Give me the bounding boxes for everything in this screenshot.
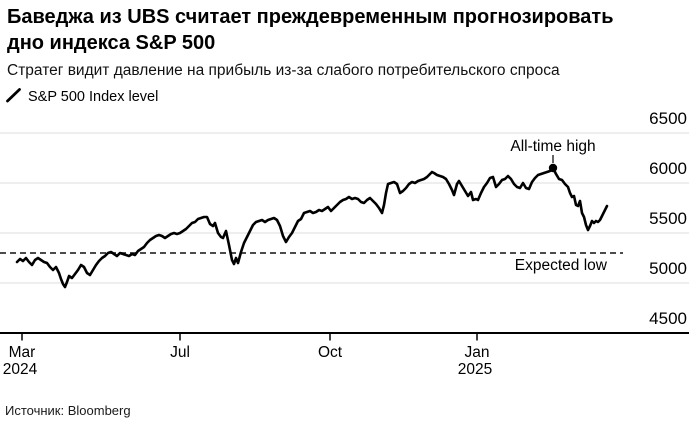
- page-title-line1: Баведжа из UBS считает преждевременным п…: [7, 6, 614, 28]
- sp500-series-line: [15, 166, 609, 289]
- chart-legend: S&P 500 Index level: [6, 87, 159, 107]
- page-subtitle: Стратег видит давление на прибыль из-за …: [7, 62, 560, 79]
- gridlines: [0, 132, 689, 284]
- y-axis-label-4500: 4500: [649, 309, 687, 328]
- x-axis-label-Oct: Oct: [317, 344, 343, 361]
- legend-series-label: S&P 500 Index level: [28, 89, 159, 105]
- source-credit: Источник: Bloomberg: [5, 403, 131, 418]
- x-axis-label-Mar: Mar: [8, 344, 36, 361]
- x-axis-label-Jan: Jan: [464, 344, 490, 361]
- y-axis-label-6500: 6500: [649, 109, 687, 128]
- x-axis-label-Jul: Jul: [170, 344, 190, 361]
- page-title: Баведжа из UBS считает преждевременным п…: [7, 4, 683, 56]
- page-title-line2: дно индекса S&P 500: [7, 32, 216, 54]
- line-series-icon: [6, 87, 21, 107]
- x-axis-year-2025: 2025: [457, 361, 493, 378]
- y-axis-label-6000: 6000: [649, 159, 687, 178]
- y-axis-label-5500: 5500: [649, 209, 687, 228]
- x-axis-year-2024: 2024: [2, 361, 38, 378]
- all-time-high-label: All-time high: [510, 138, 596, 155]
- x-axis: [0, 332, 689, 341]
- y-axis-label-5000: 5000: [649, 259, 687, 278]
- all-time-high-marker-dot: [548, 163, 558, 173]
- expected-low-label: Expected low: [514, 257, 607, 274]
